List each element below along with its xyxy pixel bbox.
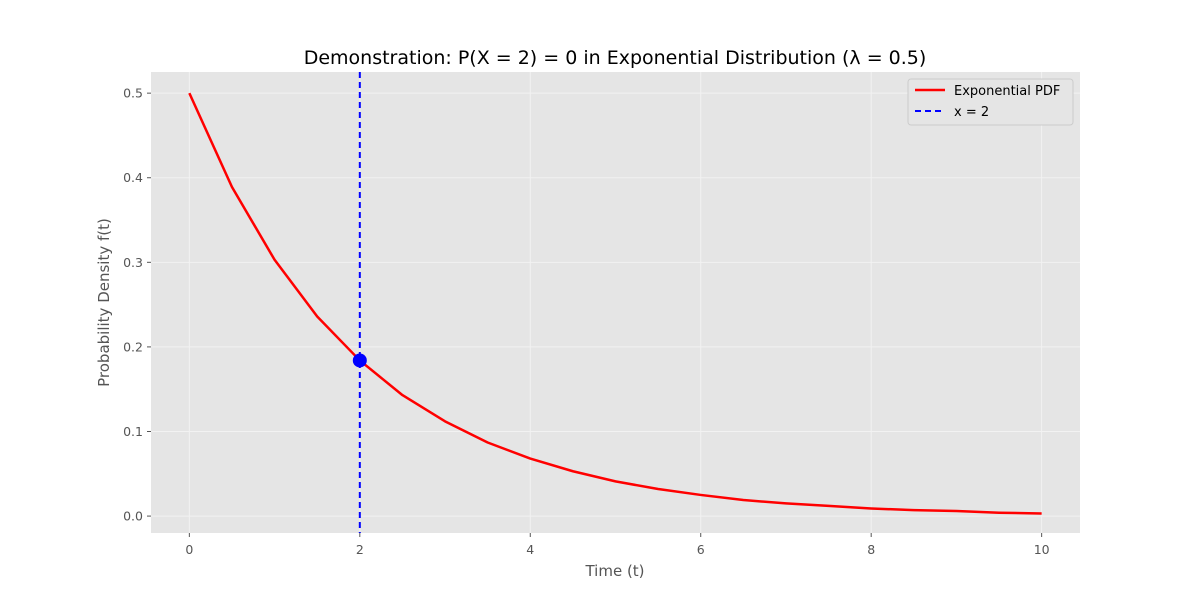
y-tick-label: 0.1: [123, 424, 143, 439]
legend-box: [907, 78, 1074, 126]
y-tick-label: 0.3: [123, 255, 143, 270]
x-axis-label: Time (t): [584, 562, 644, 580]
y-axis-label: Probability Density f(t): [95, 218, 113, 387]
plot-area: [151, 72, 1080, 533]
x-tick-label: 6: [697, 542, 705, 557]
x-tick-label: 2: [356, 542, 364, 557]
series-line-exponential-pdf: [188, 92, 1042, 515]
marker-point: [352, 353, 367, 368]
y-tick-label: 0.2: [123, 339, 143, 354]
grid: [151, 72, 1080, 533]
y-tick-label: 0.0: [123, 509, 143, 524]
x-tick-label: 10: [1034, 542, 1050, 557]
chart-title: Demonstration: P(X = 2) = 0 in Exponenti…: [304, 47, 927, 69]
x-tick-label: 8: [867, 542, 875, 557]
legend-label-vline: x = 2: [954, 105, 989, 120]
legend: Exponential PDF x = 2: [907, 78, 1074, 126]
y-tick-label: 0.5: [123, 86, 143, 101]
x-tick-label: 4: [526, 542, 534, 557]
y-tick-label: 0.4: [123, 170, 143, 185]
ticks: 0 2 4 6 8 10 0.0 0.1 0.2 0.3 0.4 0.5: [123, 86, 1050, 557]
series-layer: [188, 72, 1042, 533]
legend-label-exponential-pdf: Exponential PDF: [954, 84, 1060, 99]
x-tick-label: 0: [185, 542, 193, 557]
